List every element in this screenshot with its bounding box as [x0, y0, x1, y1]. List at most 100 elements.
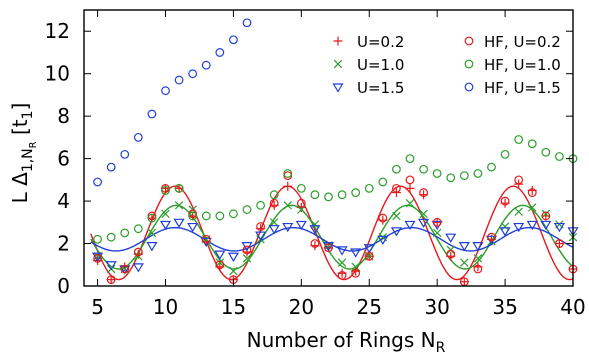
- data-point: [322, 242, 335, 252]
- legend-marker: [464, 36, 474, 46]
- data-point: [106, 275, 116, 285]
- legend-marker: [332, 83, 344, 93]
- data-point: [296, 183, 306, 193]
- data-point: [269, 198, 279, 208]
- data-point: [392, 183, 401, 193]
- x-tick-label: 35: [492, 295, 517, 319]
- data-point: [282, 222, 294, 233]
- data-point: [242, 205, 252, 214]
- data-point: [310, 239, 320, 248]
- data-point: [378, 213, 388, 223]
- data-point: [405, 198, 415, 208]
- data-point: [405, 175, 415, 185]
- data-point: [541, 211, 551, 221]
- legend-label: HF, U=1.5: [484, 79, 561, 97]
- data-point: [106, 162, 116, 172]
- y-tick-label: 0: [57, 274, 70, 298]
- data-point: [337, 270, 347, 280]
- data-point: [432, 169, 442, 178]
- data-point: [201, 234, 211, 244]
- data-point: [309, 225, 321, 235]
- data-point: [419, 209, 428, 219]
- data-point: [161, 209, 170, 219]
- y-tick-label: 10: [45, 62, 70, 86]
- legend-label: HF, U=0.2: [484, 33, 561, 51]
- data-point: [390, 227, 402, 237]
- data-point: [120, 149, 130, 159]
- data-point: [404, 220, 416, 231]
- x-tick-label: 15: [221, 295, 246, 319]
- data-point: [540, 220, 552, 231]
- data-point: [432, 217, 442, 227]
- y-tick-label: 8: [57, 104, 70, 128]
- data-point: [472, 242, 484, 252]
- data-point: [527, 139, 537, 149]
- data-point: [405, 154, 415, 164]
- data-point: [514, 175, 524, 185]
- data-point: [161, 186, 170, 195]
- data-point: [432, 228, 442, 238]
- data-point: [133, 224, 143, 234]
- data-point: [377, 235, 389, 245]
- data-point: [500, 222, 510, 231]
- data-point: [283, 169, 293, 178]
- data-point: [174, 183, 184, 193]
- data-point: [227, 252, 239, 262]
- data-point: [146, 242, 158, 252]
- legend: U=0.2 U=1.0 U=1.5 HF, U=0.2 HF, U=1.0 HF, U=1…: [332, 33, 561, 97]
- y-tick-label: 2: [57, 232, 70, 256]
- data-point: [324, 192, 333, 202]
- data-point: [229, 266, 238, 276]
- data-point: [446, 173, 456, 183]
- fit-curve: [90, 185, 574, 281]
- data-point: [513, 222, 525, 233]
- data-point: [526, 220, 538, 231]
- axis-ticks: 5 10 15 20 25 30 35 40 0 2 4 6 8 10 12: [45, 10, 586, 319]
- legend-label: U=1.0: [357, 56, 404, 74]
- data-point: [419, 188, 428, 197]
- data-point: [541, 211, 551, 221]
- x-axis-label: Number of Rings NR: [247, 328, 446, 352]
- data-point: [541, 147, 551, 157]
- data-point: [473, 264, 483, 274]
- legend-label: U=0.2: [357, 33, 404, 51]
- data-point: [106, 275, 116, 285]
- fit-curve: [90, 204, 574, 270]
- data-point: [201, 211, 211, 221]
- y-tick-label: 12: [45, 19, 70, 43]
- data-point: [514, 135, 524, 144]
- y-axis-label: L Δ1,NR [t1]: [8, 103, 39, 204]
- data-point: [173, 218, 185, 228]
- data-point: [499, 227, 511, 237]
- data-point: [215, 258, 225, 267]
- data-point: [336, 246, 348, 256]
- legend-marker: [464, 82, 474, 92]
- data-point: [161, 86, 170, 96]
- data-point: [405, 183, 415, 193]
- data-point: [174, 75, 184, 85]
- data-point: [295, 220, 307, 231]
- x-tick-label: 20: [289, 295, 314, 319]
- data-point: [93, 253, 102, 263]
- data-point: [147, 228, 157, 238]
- data-point: [514, 207, 523, 216]
- data-point: [554, 239, 564, 249]
- legend-marker: [333, 36, 343, 46]
- data-point: [242, 18, 252, 28]
- data-point: [459, 171, 469, 181]
- data-point: [242, 254, 252, 263]
- data-point: [229, 35, 238, 45]
- data-point: [418, 218, 430, 228]
- data-point: [324, 243, 333, 253]
- data-point: [500, 149, 510, 159]
- data-point: [419, 164, 428, 174]
- data-point: [297, 205, 306, 214]
- data-point: [350, 248, 362, 258]
- data-point: [120, 264, 130, 274]
- data-point: [458, 242, 470, 252]
- data-point: [473, 254, 483, 263]
- data-point: [363, 244, 375, 254]
- data-point: [487, 232, 496, 242]
- x-tick-label: 30: [424, 295, 449, 319]
- data-point: [133, 247, 143, 257]
